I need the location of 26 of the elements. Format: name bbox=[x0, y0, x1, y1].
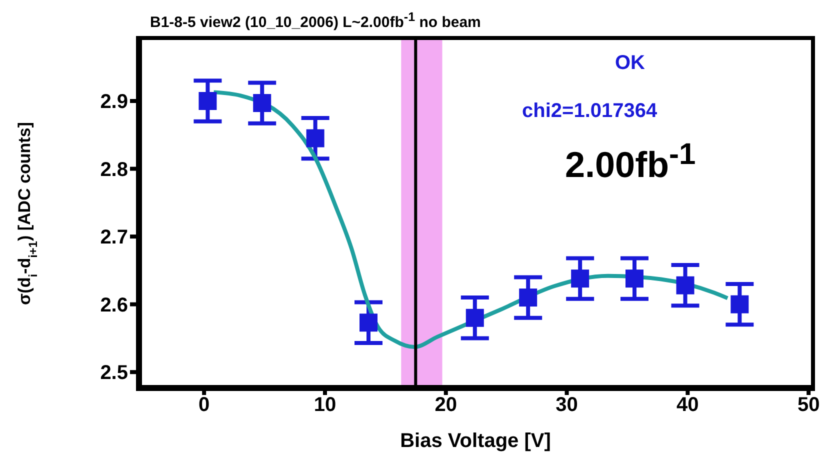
annotation: 2.00fb$^{-1}$ bbox=[565, 138, 696, 186]
annotation: OK bbox=[615, 52, 645, 75]
x-tick-label: 20 bbox=[434, 394, 458, 416]
annotation: chi2=1.017364 bbox=[522, 100, 658, 123]
x-tick-label: 50 bbox=[797, 394, 820, 416]
y-tick-label: 2.6 bbox=[100, 294, 128, 316]
chart-title: B1-8-5 view2 (10_10_2006) L~2.00fb$^{-1}$ no beam bbox=[150, 10, 481, 31]
y-tick-label: 2.8 bbox=[100, 158, 128, 181]
x-tick-label: 40 bbox=[676, 394, 699, 416]
point bbox=[360, 314, 378, 332]
x-tick-label: 10 bbox=[314, 394, 336, 416]
point bbox=[253, 94, 272, 112]
x-tick-label: 0 bbox=[198, 394, 210, 416]
y-tick-label: 2.5 bbox=[100, 362, 128, 384]
y-tick-label: 2.7 bbox=[100, 226, 128, 249]
point bbox=[730, 295, 749, 314]
x-tick-label: 30 bbox=[556, 394, 578, 416]
point bbox=[198, 92, 217, 110]
point bbox=[466, 308, 484, 327]
point bbox=[306, 129, 324, 148]
point bbox=[571, 270, 590, 288]
x-axis-title: Bias Voltage [V] bbox=[400, 430, 551, 452]
y-tick-label: 2.9 bbox=[100, 91, 128, 114]
point bbox=[625, 270, 644, 288]
point bbox=[519, 288, 538, 307]
point bbox=[676, 276, 694, 294]
